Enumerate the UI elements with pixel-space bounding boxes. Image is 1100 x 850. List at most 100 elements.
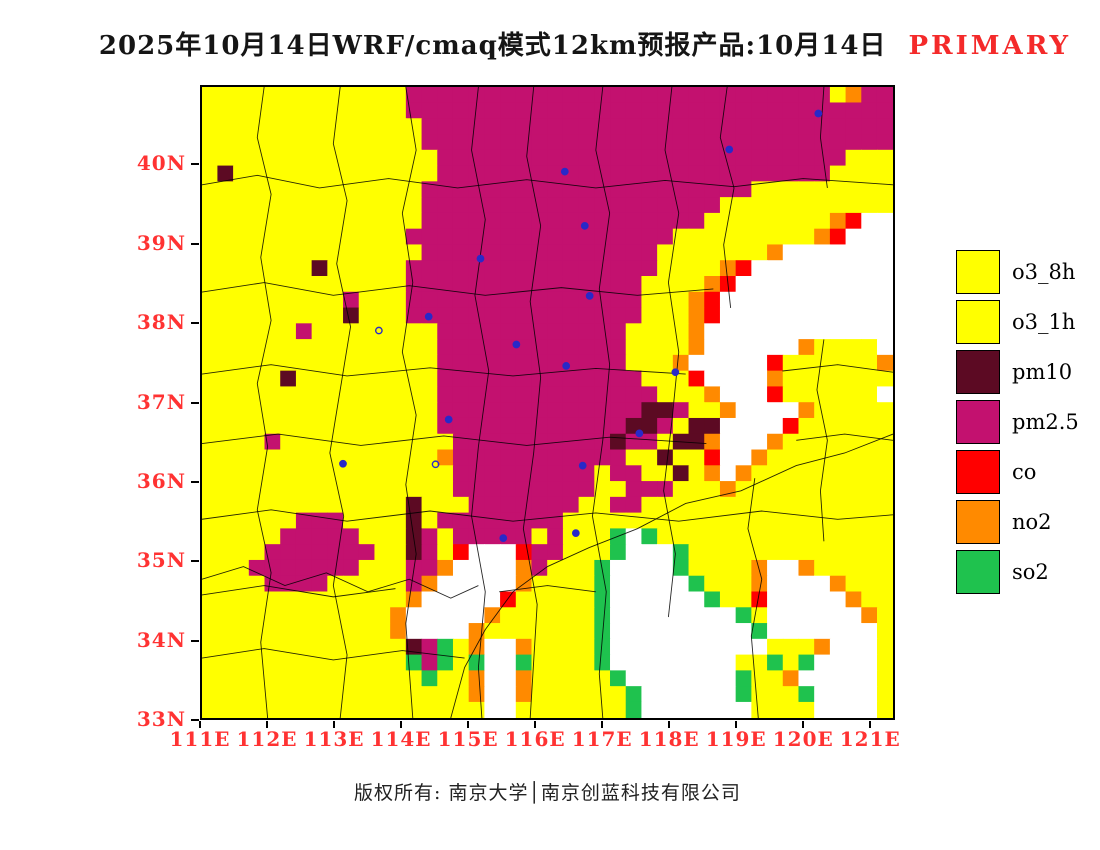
grid-cell [500, 339, 517, 356]
grid-cell [233, 339, 250, 356]
grid-cell [515, 181, 533, 198]
grid-cell [264, 481, 281, 498]
grid-cell [202, 149, 219, 167]
grid-cell [421, 607, 438, 624]
grid-cell [782, 623, 800, 640]
grid-cell [468, 102, 485, 119]
grid-cell [625, 149, 643, 167]
grid-cell [829, 339, 847, 356]
grid-cell [515, 433, 533, 451]
grid-cell [500, 323, 517, 340]
grid-cell [452, 701, 470, 718]
grid-cell [782, 465, 800, 482]
grid-cell [876, 165, 893, 182]
grid-cell [578, 260, 595, 277]
grid-cell [468, 654, 485, 671]
grid-cell [248, 623, 266, 640]
grid-cell [845, 465, 862, 482]
grid-cell [610, 149, 627, 167]
grid-cell [484, 212, 501, 230]
grid-cell [578, 244, 595, 261]
grid-cell [562, 670, 580, 687]
grid-cell [343, 149, 360, 167]
grid-cell [735, 496, 752, 514]
grid-cell [484, 638, 501, 656]
grid-cell [861, 638, 878, 656]
grid-cell [719, 291, 737, 309]
grid-cell [233, 181, 250, 198]
grid-cell [876, 276, 893, 293]
grid-cell [672, 402, 690, 419]
grid-cell [468, 559, 485, 577]
grid-cell [217, 623, 234, 640]
grid-cell [735, 276, 752, 293]
grid-cell [280, 559, 297, 577]
grid-cell [468, 197, 485, 214]
grid-cell [343, 323, 360, 340]
grid-cell [845, 481, 862, 498]
grid-cell [845, 276, 862, 293]
grid-cell [719, 433, 737, 451]
grid-cell [248, 575, 266, 593]
grid-cell [719, 591, 737, 608]
grid-cell [688, 181, 705, 198]
grid-cell [594, 118, 611, 135]
grid-cell [657, 118, 674, 135]
grid-cell [562, 149, 580, 167]
grid-cell [861, 386, 878, 403]
grid-cell [861, 197, 878, 214]
grid-cell [814, 449, 831, 466]
grid-cell [531, 181, 548, 198]
grid-cell [531, 291, 548, 309]
grid-cell [578, 559, 595, 577]
grid-cell [295, 686, 313, 703]
grid-cell [876, 591, 893, 608]
grid-cell [468, 607, 485, 624]
grid-cell [657, 607, 674, 624]
grid-cell [343, 102, 360, 119]
grid-cell [217, 670, 234, 687]
grid-cell [578, 276, 595, 293]
x-axis-tick [668, 721, 671, 728]
grid-cell [421, 354, 438, 372]
grid-cell [578, 496, 595, 514]
x-axis-tick [199, 721, 201, 728]
grid-cell [829, 102, 847, 119]
grid-cell [202, 638, 219, 656]
grid-cell [421, 638, 438, 656]
admin-boundary-line [202, 585, 396, 598]
grid-cell [610, 654, 627, 671]
grid-cell [327, 607, 344, 624]
admin-boundary-line [202, 433, 707, 446]
grid-cell [343, 449, 360, 466]
grid-cell [311, 102, 328, 119]
grid-cell [594, 181, 611, 198]
grid-cell [343, 670, 360, 687]
grid-cell [202, 87, 219, 104]
grid-cell [625, 544, 643, 561]
grid-cell [452, 323, 470, 340]
grid-cell [437, 197, 454, 214]
grid-cell [248, 654, 266, 671]
grid-cell [358, 386, 376, 403]
grid-cell [578, 307, 595, 324]
grid-cell [562, 623, 580, 640]
grid-cell [641, 496, 658, 514]
grid-cell [233, 276, 250, 293]
grid-cell [814, 575, 831, 593]
x-axis-tick [467, 721, 470, 728]
grid-cell [641, 575, 658, 593]
grid-cell [562, 638, 580, 656]
grid-cell [735, 654, 752, 671]
grid-cell [295, 102, 313, 119]
grid-cell [515, 528, 533, 545]
legend-item: pm2.5 [956, 397, 1079, 447]
grid-cell [719, 307, 737, 324]
grid-cell [390, 134, 407, 151]
grid-cell [735, 528, 752, 545]
grid-cell [217, 149, 234, 167]
grid-cell [672, 197, 690, 214]
grid-cell [437, 402, 454, 419]
grid-cell [295, 559, 313, 577]
grid-cell [610, 433, 627, 451]
